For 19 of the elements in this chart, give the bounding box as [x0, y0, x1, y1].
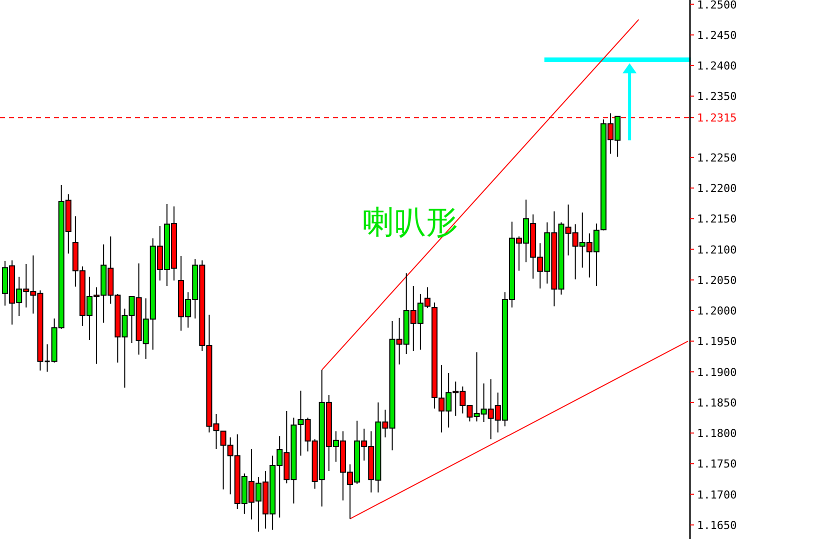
y-tick-label: 1.1800 [697, 427, 737, 440]
y-tick-label: 1.2400 [697, 60, 737, 73]
y-tick-label: 1.1650 [697, 518, 737, 532]
y-tick-label: 1.2450 [697, 28, 737, 42]
y-tick-label: 1.2000 [697, 304, 737, 318]
y-tick-label: 1.2150 [697, 212, 737, 226]
annotation: 喇叭形 [362, 203, 458, 241]
y-tick-label: 1.1950 [697, 335, 737, 348]
y-tick-label: 1.2250 [697, 151, 737, 164]
y-tick-label: 1.2050 [697, 274, 737, 287]
y-tick-label: 1.2100 [697, 243, 737, 256]
y-tick-label: 1.2500 [697, 0, 737, 12]
y-tick-label: 1.1750 [697, 458, 737, 471]
y-tick-label: 1.1900 [697, 366, 737, 379]
y-tick-label: 1.1850 [697, 396, 737, 410]
y-tick-label: 1.2200 [697, 182, 737, 196]
y-tick-label: 1.1700 [697, 488, 737, 502]
y-tick-label: 1.2350 [697, 90, 737, 104]
ref-line-label: 1.2315 [697, 112, 737, 125]
